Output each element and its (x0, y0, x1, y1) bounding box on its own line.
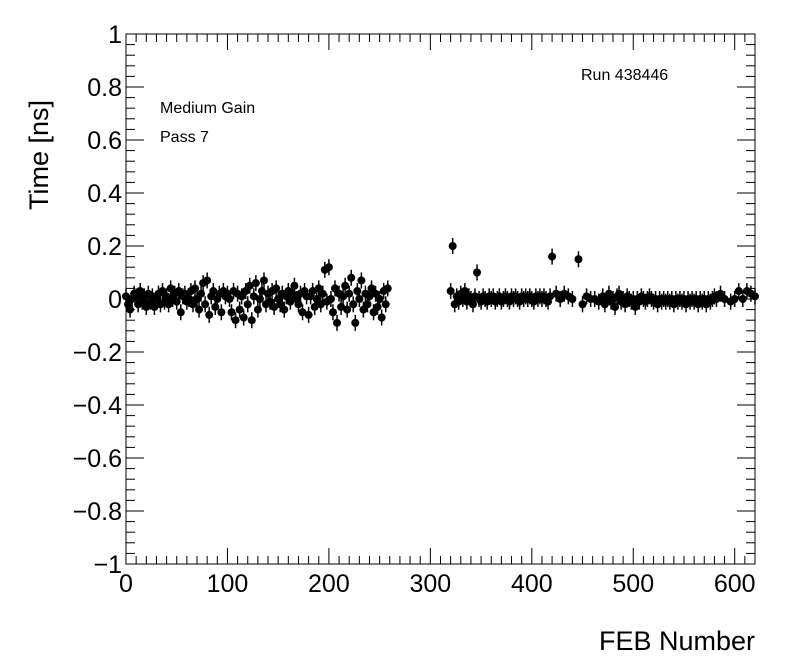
data-point (324, 259, 333, 276)
data-point (328, 304, 337, 321)
data-point (235, 301, 244, 318)
data-markers (122, 238, 759, 331)
pass-annotation: Pass 7 (160, 129, 209, 146)
data-point (308, 283, 317, 300)
data-point (578, 296, 587, 313)
data-point (345, 285, 354, 302)
data-point (349, 296, 358, 313)
data-point (318, 285, 327, 302)
data-point (355, 291, 364, 307)
axis-tick-labels: 0 100 200 300 400 500 600 −1 −0.8 −0.6 −0.4 −0.2 0 0.… (73, 21, 756, 598)
data-point (231, 312, 240, 329)
data-point (337, 298, 346, 315)
y-tick-label: 0.4 (87, 180, 122, 208)
data-point (610, 298, 619, 315)
data-point (259, 272, 268, 289)
data-point (126, 301, 135, 318)
data-point (383, 280, 392, 297)
data-point (347, 269, 356, 286)
x-tick-label: 0 (119, 570, 133, 598)
data-point (381, 296, 390, 313)
data-point (197, 285, 206, 302)
data-point (751, 288, 759, 305)
y-tick-label: −0.6 (73, 445, 122, 473)
data-point (190, 280, 199, 297)
data-point (294, 296, 303, 313)
data-point (272, 280, 281, 297)
x-tick-label: 200 (308, 570, 350, 598)
data-point (205, 306, 214, 323)
y-tick-label: 0 (108, 286, 122, 314)
data-point (253, 301, 262, 318)
y-tick-label: 0.6 (87, 127, 122, 155)
y-axis-title: Time [ns] (24, 100, 54, 210)
data-point (257, 283, 266, 300)
data-point (357, 272, 366, 289)
data-point (738, 291, 747, 307)
y-tick-label: −0.8 (73, 498, 122, 526)
data-point (343, 301, 352, 318)
data-point (243, 296, 252, 313)
data-point (176, 304, 185, 321)
data-point (446, 283, 455, 300)
data-point (326, 291, 335, 307)
data-point (574, 251, 583, 268)
y-tick-label: −0.4 (73, 392, 122, 420)
data-point (217, 304, 226, 321)
x-tick-label: 100 (207, 570, 249, 598)
x-tick-label: 500 (612, 570, 654, 598)
data-point (298, 304, 307, 321)
data-point (195, 301, 204, 318)
data-point (548, 248, 557, 265)
data-point (351, 314, 360, 331)
data-point (251, 275, 260, 292)
data-point (375, 291, 384, 307)
y-tick-label: 0.2 (87, 233, 122, 261)
data-point (225, 291, 234, 307)
y-tick-label: −0.2 (73, 339, 122, 367)
data-point (227, 304, 236, 321)
data-point (339, 288, 348, 305)
x-tick-label: 400 (511, 570, 553, 598)
y-tick-label: 1 (108, 21, 122, 49)
data-point (270, 298, 279, 315)
data-point (333, 314, 342, 331)
data-point (239, 309, 248, 326)
data-point (304, 306, 313, 323)
y-tick-label: 0.8 (87, 74, 122, 102)
x-tick-label: 600 (714, 570, 756, 598)
gain-annotation: Medium Gain (160, 100, 255, 117)
x-tick-label: 300 (409, 570, 451, 598)
y-tick-label: −1 (93, 551, 122, 579)
data-point (247, 312, 256, 329)
data-point (245, 277, 254, 294)
data-point (249, 288, 258, 305)
data-point (172, 293, 181, 310)
data-point (316, 296, 325, 313)
data-point (341, 277, 350, 294)
data-point (734, 283, 743, 300)
data-point (290, 277, 299, 294)
data-point (201, 296, 210, 313)
data-point (568, 291, 577, 307)
data-point (730, 291, 739, 307)
data-point (448, 238, 457, 254)
data-point (546, 288, 555, 305)
data-point (203, 272, 212, 289)
data-point (209, 283, 218, 300)
data-point (280, 301, 289, 318)
x-axis-title: FEB Number (599, 626, 755, 656)
run-annotation: Run 438446 (581, 67, 668, 84)
data-point (473, 264, 482, 281)
data-point (720, 291, 729, 307)
data-point (377, 309, 386, 326)
